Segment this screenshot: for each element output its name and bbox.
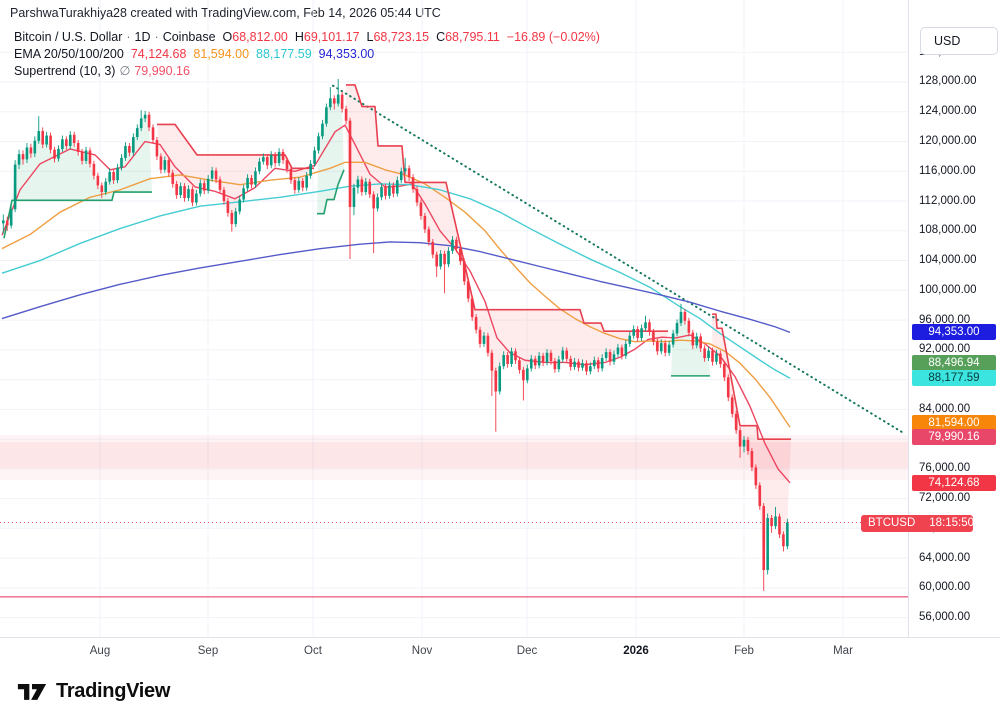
ema-value: 74,124.68 [130,46,187,61]
price-tick: 116,000.00 [919,164,976,177]
interval-label[interactable]: 1D [134,30,151,44]
supertrend-value: 79,990.16 [134,64,190,78]
symbol-name: BTCUSD [868,517,916,529]
ema-value: 94,353.00 [318,46,375,61]
price-tick: 76,000.00 [919,462,971,475]
currency-label: USD [934,34,961,48]
price-tick: 124,000.00 [919,105,977,118]
ema-legend-row[interactable]: EMA 20/50/100/200 74,124.68 81,594.00 88,17… [14,47,600,63]
average-icon: ∅ [119,63,131,78]
price-badge: 88,496.94 [912,355,996,371]
symbol-title[interactable]: Bitcoin / U.S. Dollar [14,30,123,44]
ema-indicator-label[interactable]: EMA 20/50/100/200 [14,46,124,61]
supertrend-legend-row[interactable]: Supertrend (10, 3) ∅ 79,990.16 [14,63,600,80]
price-badge: 81,594.00 [912,415,996,431]
price-axis[interactable]: USD 56,000.0060,000.0064,000.0068,000.00… [908,0,1000,637]
price-tick: 72,000.00 [919,492,971,505]
ohlc-open: O68,812.00 [222,30,288,44]
price-tick: 92,000.00 [919,343,971,356]
symbol-price-badge: BTCUSD 18:15:50 [861,514,973,532]
change-value: −16.89 (−0.02%) [506,30,600,44]
price-tick: 120,000.00 [919,135,977,147]
bar-countdown: 18:15:50 [929,517,973,529]
ema-values: 74,124.68 81,594.00 88,177.59 94,353.00 [131,47,381,61]
ohlc-high: H69,101.17 [294,30,360,44]
price-tick: 60,000.00 [919,581,971,594]
time-tick: Mar [833,645,853,657]
tradingview-logo-text: TradingView [56,679,171,702]
ema-value: 81,594.00 [193,46,250,61]
footer: TradingView [0,665,1000,717]
currency-tab[interactable]: USD [920,27,998,55]
time-tick: Feb [734,645,754,657]
supertrend-indicator-label[interactable]: Supertrend (10, 3) [14,64,116,78]
price-tick: 96,000.00 [919,313,971,326]
separator-dot: · [126,30,131,44]
price-tick: 112,000.00 [919,194,976,207]
price-badge: 79,990.16 [912,429,996,445]
price-tick: 56,000.00 [919,611,971,624]
price-tick: 64,000.00 [919,551,971,564]
price-tick: 108,000.00 [919,224,977,237]
price-tick: 100,000.00 [919,283,977,296]
price-chart[interactable] [0,0,908,637]
time-tick: Oct [304,645,322,657]
time-tick: Sep [197,645,219,657]
price-badge: 94,353.00 [912,324,996,340]
chart-svg[interactable] [0,0,908,637]
time-tick: Aug [89,645,111,657]
price-tick: 84,000.00 [919,402,971,415]
tradingview-logo[interactable]: TradingView [17,677,170,705]
time-axis[interactable]: Aug Sep Oct Nov Dec 2026 Feb Mar [0,637,1000,665]
symbol-legend-row[interactable]: Bitcoin / U.S. Dollar · 1D · Coinbase O68,812… [14,30,600,46]
ohlc-close: C68,795.11 [436,30,500,44]
price-tick: 104,000.00 [919,254,977,267]
price-badge: 74,124.68 [912,475,996,491]
price-tick: 128,000.00 [919,75,977,88]
ohlc-low: L68,723.15 [366,30,430,44]
tradingview-logo-icon [17,683,47,700]
time-tick: 2026 [623,645,649,657]
chart-legend: Bitcoin / U.S. Dollar · 1D · Coinbase O68,812… [14,30,600,81]
price-badge: 88,177.59 [912,370,996,386]
time-tick: Nov [411,645,433,657]
time-tick: Dec [516,645,538,657]
ema-value: 88,177.59 [256,46,312,61]
exchange-label: Coinbase [162,30,216,44]
attribution-text: ParshwaTurakhiya28 created with TradingV… [10,6,441,20]
separator-dot: · [154,30,159,44]
